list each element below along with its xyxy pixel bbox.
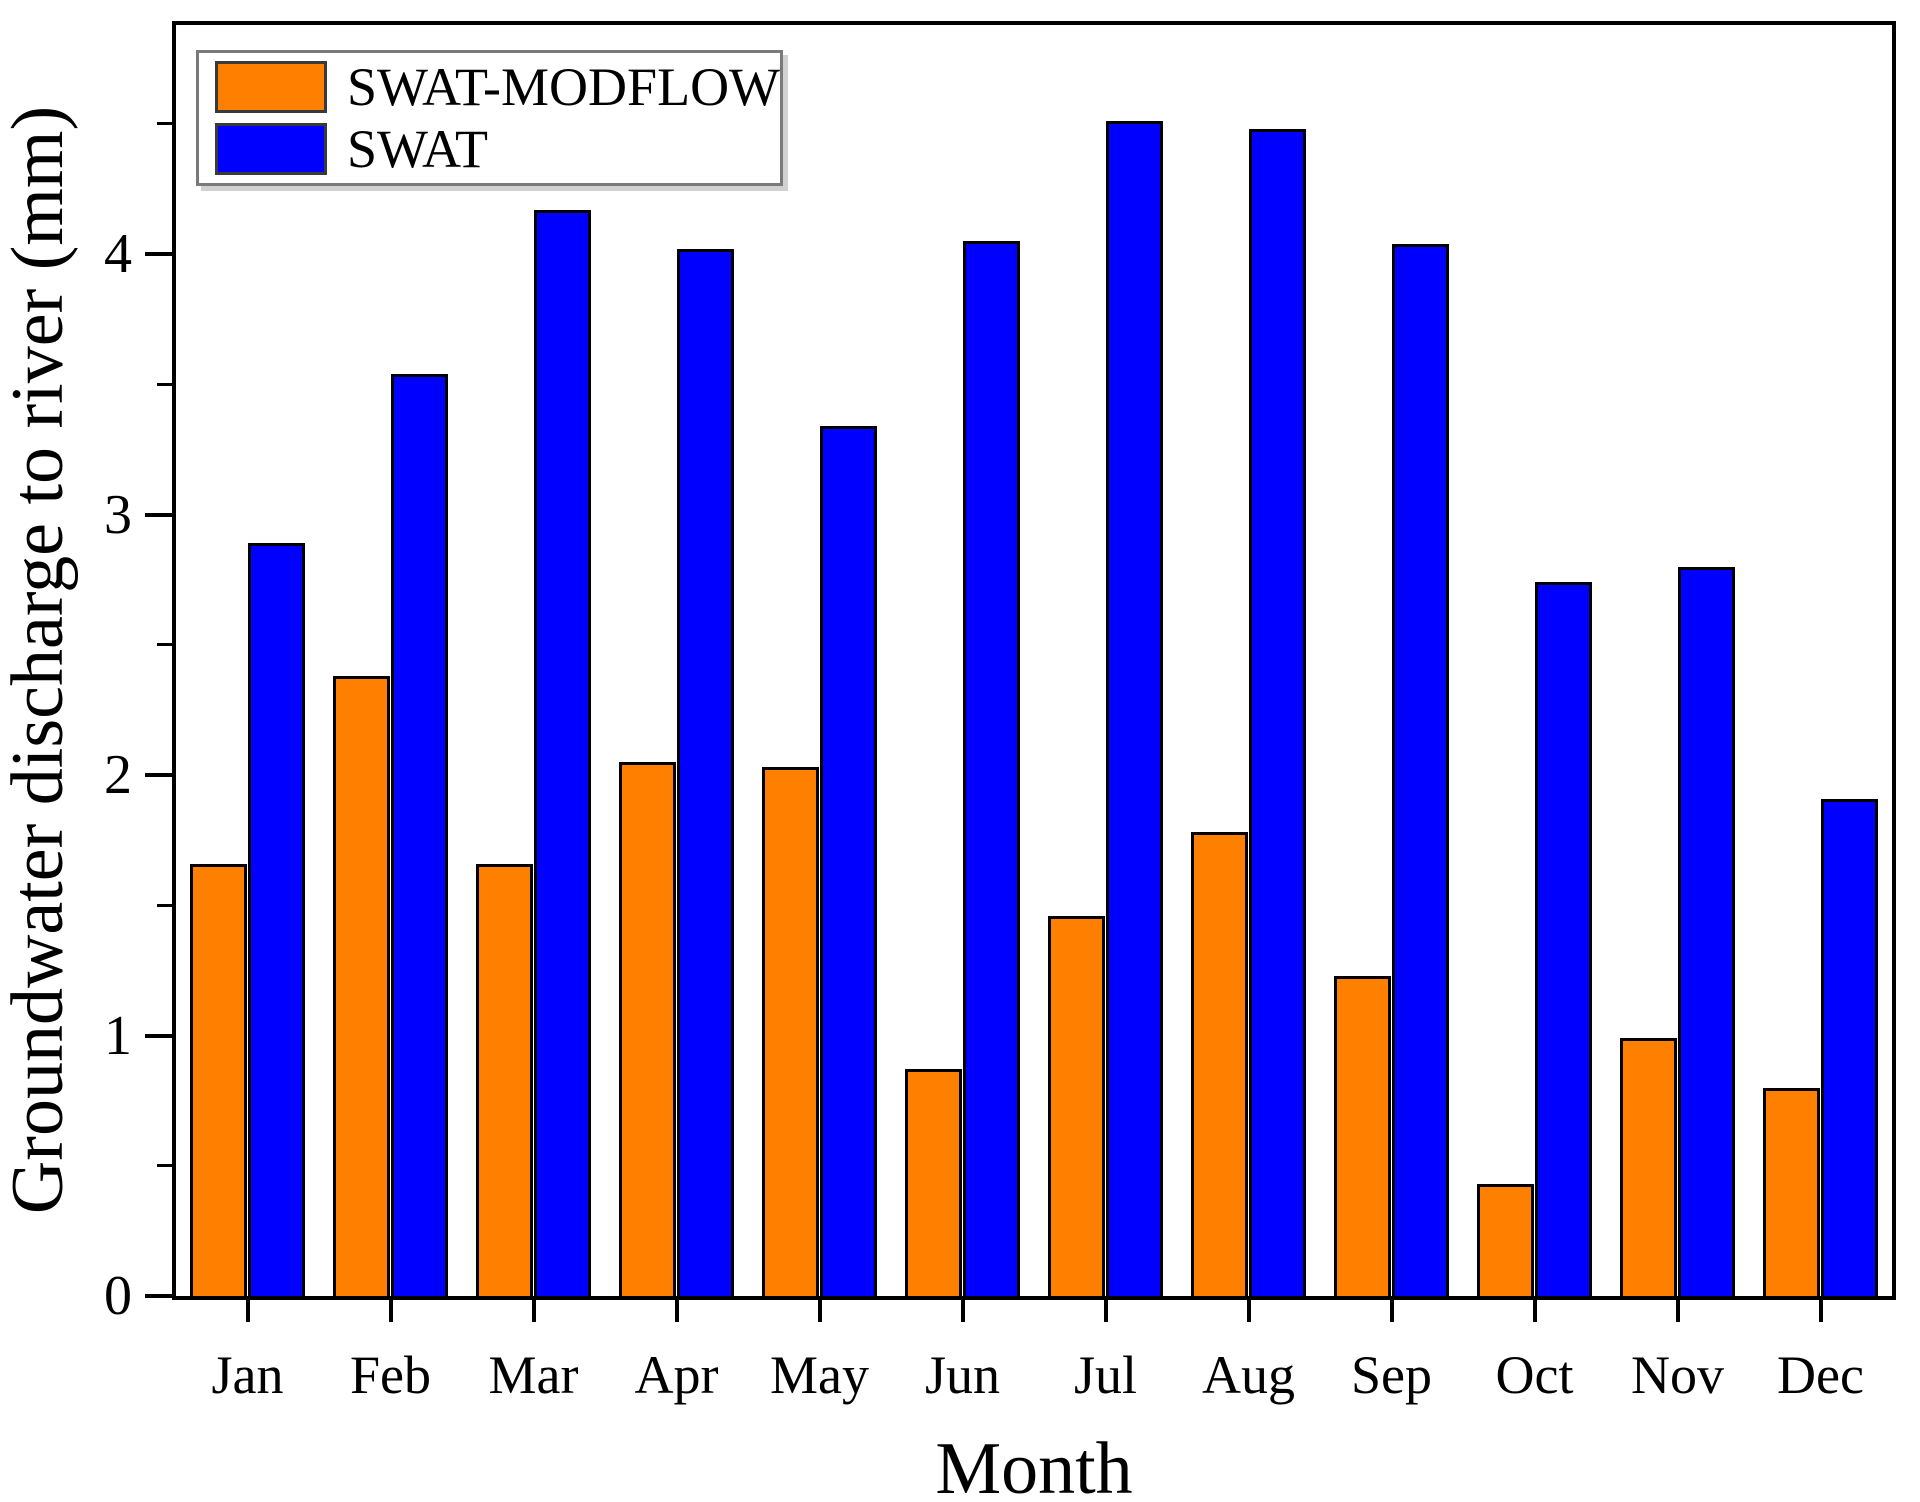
y-axis-major-tick	[145, 252, 174, 257]
x-axis-tick-label-feb: Feb	[350, 1345, 431, 1405]
legend-swatch-swat	[215, 123, 327, 175]
x-axis-tick-label-dec: Dec	[1777, 1345, 1864, 1405]
bar-swat-modflow-jun	[905, 1069, 963, 1296]
x-axis-tick	[531, 1296, 536, 1322]
legend-swatch-swat-modflow	[215, 61, 327, 113]
bar-swat-modflow-oct	[1477, 1184, 1535, 1296]
bar-swat-jun	[962, 241, 1020, 1296]
bar-swat-jul	[1105, 121, 1163, 1296]
legend-item-swat-modflow: SWAT-MODFLOW	[215, 60, 780, 114]
bar-swat-oct	[1534, 582, 1592, 1296]
x-axis-tick	[1532, 1296, 1537, 1322]
x-axis-tick	[388, 1296, 393, 1322]
x-axis-tick-label-nov: Nov	[1631, 1345, 1724, 1405]
x-axis-tick-label-may: May	[770, 1345, 869, 1405]
y-axis-tick-label: 1	[104, 1004, 132, 1067]
bar-swat-sep	[1391, 244, 1449, 1296]
x-axis-tick-label-sep: Sep	[1351, 1345, 1432, 1405]
y-axis-tick-label: 0	[104, 1265, 132, 1327]
bar-swat-modflow-dec	[1763, 1088, 1821, 1296]
y-axis-major-tick	[145, 1033, 174, 1038]
y-axis-title: Groundwater discharge to river (mm)	[0, 105, 79, 1215]
bar-swat-modflow-mar	[476, 864, 534, 1296]
x-axis-title: Month	[935, 1428, 1133, 1502]
bar-swat-mar	[533, 210, 591, 1296]
bar-swat-modflow-jan	[190, 864, 248, 1296]
x-axis-tick-label-apr: Apr	[634, 1345, 719, 1405]
bar-swat-modflow-feb	[333, 676, 391, 1296]
y-axis-minor-tick	[157, 643, 174, 647]
x-axis-tick	[960, 1296, 965, 1322]
bar-swat-modflow-aug	[1191, 832, 1249, 1296]
y-axis-major-tick	[145, 1294, 174, 1298]
y-axis-major-tick	[145, 773, 174, 778]
x-axis-tick	[1675, 1296, 1680, 1322]
y-axis-minor-tick	[157, 122, 174, 126]
bar-swat-modflow-jul	[1048, 916, 1106, 1296]
y-axis-major-tick	[145, 512, 174, 517]
bar-swat-feb	[390, 374, 448, 1296]
x-axis-tick	[1103, 1296, 1108, 1322]
x-axis-tick	[245, 1296, 250, 1322]
bar-swat-modflow-apr	[619, 762, 677, 1296]
x-axis-tick-label-aug: Aug	[1202, 1345, 1295, 1405]
x-axis-tick-label-oct: Oct	[1495, 1345, 1574, 1405]
bar-swat-modflow-may	[762, 767, 820, 1296]
x-axis-tick	[817, 1296, 822, 1322]
bar-swat-modflow-nov	[1620, 1038, 1678, 1296]
x-axis-tick	[1389, 1296, 1394, 1322]
bar-swat-jan	[247, 543, 305, 1296]
x-axis-tick-label-jun: Jun	[924, 1345, 1000, 1405]
bar-swat-modflow-sep	[1334, 976, 1392, 1296]
bar-swat-dec	[1820, 799, 1878, 1296]
bar-swat-apr	[676, 249, 734, 1296]
legend-label-swat-modflow: SWAT-MODFLOW	[347, 57, 781, 117]
bar-swat-nov	[1677, 567, 1735, 1296]
x-axis-tick-label-jul: Jul	[1073, 1345, 1138, 1405]
x-axis-tick	[674, 1296, 679, 1322]
y-axis-minor-tick	[157, 903, 174, 907]
x-axis-tick	[1818, 1296, 1823, 1322]
x-axis-tick	[1246, 1296, 1251, 1322]
bar-swat-aug	[1248, 129, 1306, 1296]
legend-item-swat: SWAT	[215, 122, 780, 176]
y-axis-minor-tick	[157, 382, 174, 386]
x-axis-tick-label-mar: Mar	[488, 1345, 579, 1405]
y-axis-tick-label: 2	[104, 744, 132, 807]
legend-label-swat: SWAT	[347, 119, 489, 179]
legend: SWAT-MODFLOW SWAT	[196, 50, 783, 186]
y-axis-tick-label: 3	[104, 483, 132, 546]
plot-area	[172, 21, 1896, 1300]
bar-swat-may	[819, 426, 877, 1296]
x-axis-tick-label-jan: Jan	[211, 1345, 284, 1405]
y-axis-minor-tick	[157, 1164, 174, 1168]
y-axis-tick-label: 4	[104, 223, 132, 286]
